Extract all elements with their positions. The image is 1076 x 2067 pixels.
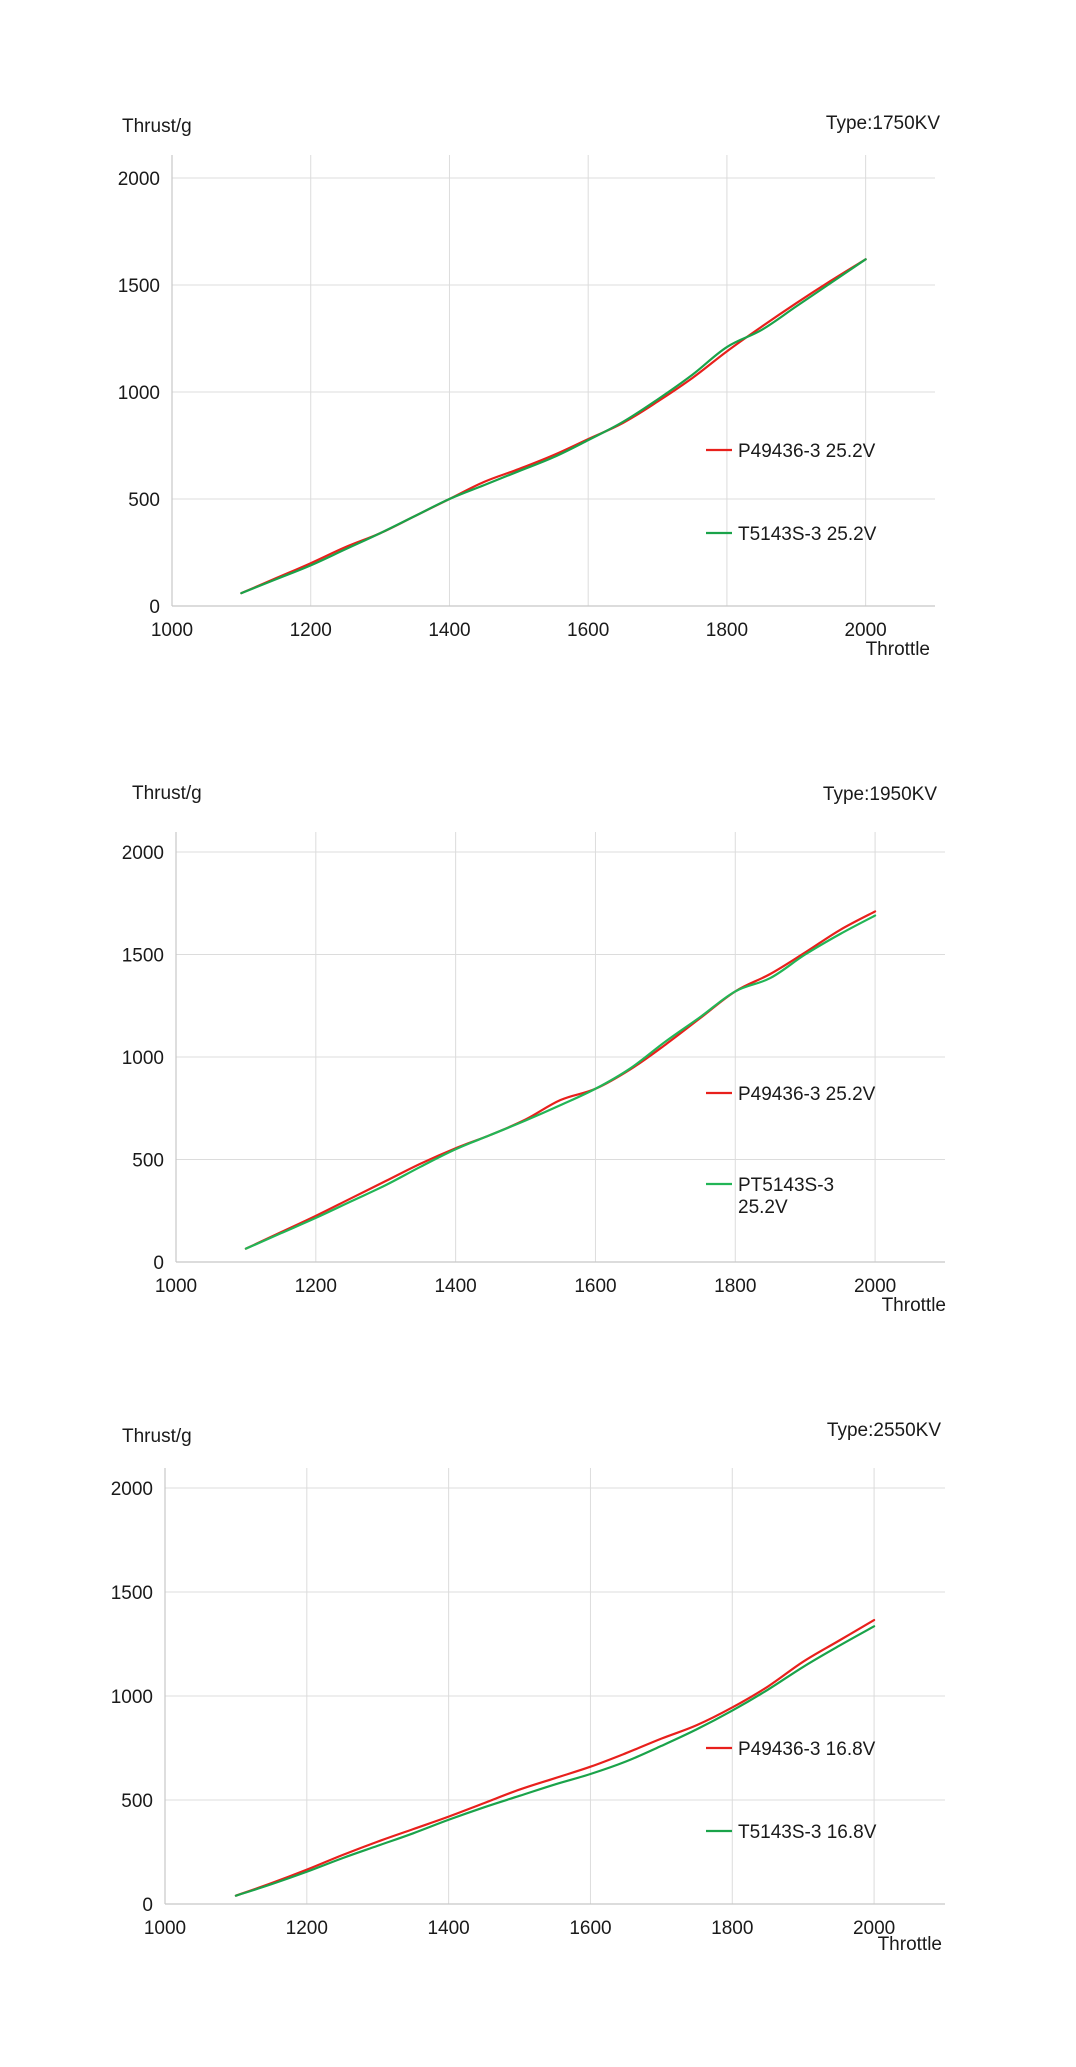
x-tick-label: 1800 [706, 620, 748, 641]
legend-label: P49436-3 25.2V [738, 1084, 876, 1105]
x-tick-label: 1800 [714, 1276, 756, 1297]
series-line-2 [234, 1625, 876, 1897]
x-tick-label: 1600 [574, 1276, 616, 1297]
y-tick-label: 2000 [122, 843, 164, 864]
legend-label: P49436-3 25.2V [738, 441, 876, 462]
x-tick-label: 1000 [144, 1918, 186, 1939]
y-tick-label: 500 [121, 1791, 153, 1812]
x-tick-label: 1200 [286, 1918, 328, 1939]
x-tick-label: 1800 [711, 1918, 753, 1939]
y-axis-label: Thrust/g [122, 116, 192, 137]
y-tick-label: 0 [142, 1895, 153, 1916]
x-tick-label: 1200 [295, 1276, 337, 1297]
x-tick-label: 2000 [844, 620, 886, 641]
x-tick-label: 1600 [569, 1918, 611, 1939]
y-tick-label: 1500 [122, 946, 164, 967]
chart-title: Type:2550KV [827, 1420, 941, 1441]
legend-label: T5143S-3 16.8V [738, 1822, 877, 1843]
y-tick-label: 2000 [118, 169, 160, 190]
y-tick-label: 500 [132, 1151, 164, 1172]
x-tick-label: 1200 [290, 620, 332, 641]
x-axis-label: Throttle [866, 639, 930, 660]
y-tick-label: 1000 [111, 1687, 153, 1708]
chart-1: 0 500 1000 1500 2000 1000 1200 1400 1600 1800 2000… [118, 113, 941, 660]
chart-3: 0 500 1000 1500 2000 1000 1200 1400 1600 1800 2000… [111, 1420, 945, 1955]
legend-label: P49436-3 16.8V [738, 1739, 876, 1760]
series-line-1 [244, 910, 877, 1250]
x-tick-label: 1400 [428, 620, 470, 641]
series-line-2 [240, 258, 867, 595]
x-tick-label: 1400 [434, 1276, 476, 1297]
y-tick-label: 0 [149, 597, 160, 618]
chart-title: Type:1950KV [823, 784, 937, 805]
x-tick-label: 2000 [854, 1276, 896, 1297]
chart-title: Type:1750KV [826, 113, 940, 134]
x-tick-label: 1600 [567, 620, 609, 641]
legend-label: PT5143S-3 25.2V [738, 1175, 834, 1218]
x-axis-label: Throttle [878, 1934, 942, 1955]
x-tick-label: 1400 [427, 1918, 469, 1939]
x-axis-label: Throttle [882, 1295, 946, 1316]
series-line-1 [240, 258, 867, 595]
series-line-1 [234, 1618, 876, 1897]
legend-label: T5143S-3 25.2V [738, 524, 877, 545]
series-line-2 [244, 914, 877, 1250]
x-tick-label: 1000 [155, 1276, 197, 1297]
y-axis-label: Thrust/g [132, 783, 202, 804]
y-tick-label: 0 [153, 1253, 164, 1274]
y-axis-label: Thrust/g [122, 1426, 192, 1447]
y-tick-label: 1000 [118, 383, 160, 404]
y-tick-label: 1500 [111, 1583, 153, 1604]
y-tick-label: 500 [128, 490, 160, 511]
y-tick-label: 1500 [118, 276, 160, 297]
y-tick-label: 2000 [111, 1479, 153, 1500]
x-tick-label: 2000 [853, 1918, 895, 1939]
x-tick-label: 1000 [151, 620, 193, 641]
chart-2: 0 500 1000 1500 2000 1000 1200 1400 1600 1800 2000… [122, 783, 946, 1316]
y-tick-label: 1000 [122, 1048, 164, 1069]
